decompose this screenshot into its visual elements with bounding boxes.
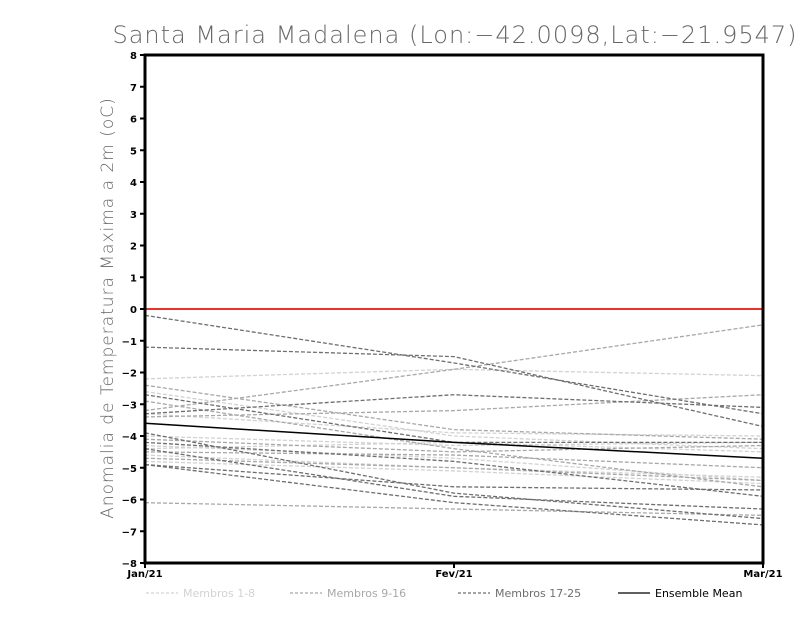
- y-tick-label: −2: [122, 369, 137, 380]
- y-tick-label: −6: [122, 496, 137, 507]
- y-tick-label: −7: [122, 527, 137, 538]
- legend-label: Membros 9-16: [327, 587, 406, 600]
- member-line: [144, 384, 764, 440]
- legend: Membros 1-8 Membros 9-16 Membros 17-25 Ense…: [146, 587, 742, 600]
- y-axis-label: Anomalia de Temperatura Maxima a 2m (oC): [98, 97, 118, 519]
- y-tick-label: 1: [130, 273, 137, 284]
- member-line: [144, 463, 764, 491]
- x-axis: Jan/21 Fev/21 Mar/21: [126, 563, 783, 580]
- y-axis: −8 −7 −6 −5 −4 −3 −2 −1 0 1 2 3 4 5 6 7 8: [122, 51, 145, 570]
- legend-label: Ensemble Mean: [655, 587, 742, 600]
- member-line: [144, 451, 764, 469]
- member-line: [144, 324, 764, 412]
- y-tick-label: 8: [130, 51, 137, 62]
- member-line: [144, 457, 764, 482]
- y-tick-label: −4: [122, 432, 137, 443]
- series-group: [144, 314, 764, 526]
- y-tick-label: 7: [130, 83, 137, 94]
- member-line: [144, 444, 764, 482]
- y-tick-label: 2: [130, 242, 137, 253]
- member-line: [144, 394, 764, 415]
- member-line: [144, 346, 764, 428]
- y-tick-label: −8: [122, 559, 137, 570]
- y-tick-label: 5: [130, 146, 137, 157]
- x-tick-label: Fev/21: [435, 569, 472, 580]
- member-line: [144, 438, 764, 453]
- member-line: [144, 368, 764, 380]
- member-line: [144, 314, 764, 415]
- y-tick-label: 6: [130, 115, 137, 126]
- member-line: [144, 460, 764, 485]
- y-tick-label: 0: [130, 305, 137, 316]
- member-line: [144, 390, 764, 450]
- plot-frame: [143, 53, 765, 565]
- x-tick-label: Mar/21: [743, 569, 782, 580]
- legend-label: Membros 1-8: [183, 587, 255, 600]
- member-line: [144, 448, 764, 510]
- member-line: [144, 413, 764, 437]
- member-line: [144, 441, 764, 497]
- y-tick-label: −5: [122, 464, 137, 475]
- member-line: [144, 502, 764, 517]
- y-tick-label: −1: [122, 337, 137, 348]
- member-line: [144, 400, 764, 488]
- member-line: [144, 394, 764, 418]
- x-tick-label: Jan/21: [126, 569, 162, 580]
- member-line: [144, 432, 764, 520]
- y-tick-label: 4: [130, 178, 137, 189]
- y-tick-label: 3: [130, 210, 137, 221]
- legend-label: Membros 17-25: [495, 587, 581, 600]
- member-line: [144, 435, 764, 447]
- member-line: [144, 463, 764, 526]
- ensemble-mean-line: [144, 422, 764, 459]
- chart-title: Santa Maria Madalena (Lon:−42.0098,Lat:−…: [112, 21, 797, 49]
- y-tick-label: −3: [122, 400, 137, 411]
